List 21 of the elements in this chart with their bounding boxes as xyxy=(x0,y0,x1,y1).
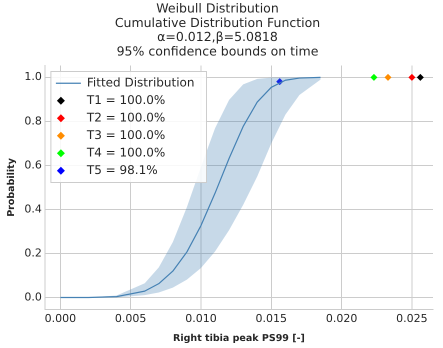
y-tick-label: 0.2 xyxy=(24,246,42,260)
legend-label: Fitted Distribution xyxy=(86,75,195,90)
x-tick-label: 0.015 xyxy=(256,312,288,325)
x-tick-label: 0.005 xyxy=(114,312,146,325)
x-tick-label: 0.025 xyxy=(396,312,428,325)
legend-label: T5 = 98.1% xyxy=(86,162,158,177)
chart-title: Weibull Distribution Cumulative Distribution Function α=0.012,β=5.0818 95% confidence bounds on time xyxy=(114,0,320,59)
y-tick-label: 1.0 xyxy=(24,70,42,84)
x-tick-label: 0.000 xyxy=(44,312,76,325)
x-tick-label: 0.010 xyxy=(185,312,217,325)
legend-label: T2 = 100.0% xyxy=(86,110,166,124)
y-tick-label: 0.8 xyxy=(24,114,42,128)
x-tick-label: 0.020 xyxy=(326,312,358,325)
legend-label: T3 = 100.0% xyxy=(86,128,166,142)
legend-label: T1 = 100.0% xyxy=(86,92,166,107)
y-tick-label: 0.0 xyxy=(24,290,42,304)
y-tick-label: 0.6 xyxy=(24,158,42,172)
x-axis-title: Right tibia peak PS99 [-] xyxy=(173,332,305,344)
y-tick-label: 0.4 xyxy=(24,202,42,216)
y-axis-title: Probability xyxy=(6,157,18,217)
legend-label: T4 = 100.0% xyxy=(86,145,166,160)
